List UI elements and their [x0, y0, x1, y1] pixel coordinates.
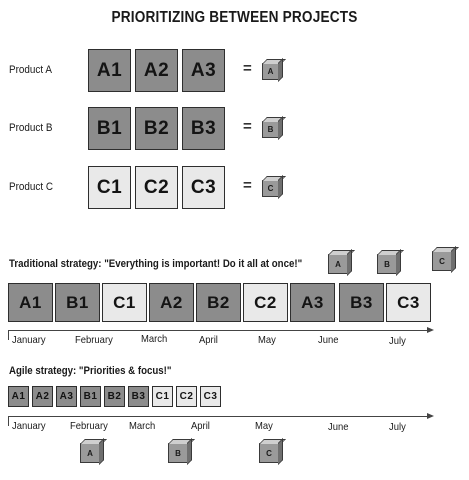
page-title: PRIORITIZING BETWEEN PROJECTS [111, 9, 358, 26]
product-b-tile-3: B3 [182, 107, 225, 150]
product-c-tile-1: C1 [88, 166, 131, 209]
agile-month-june: June [328, 421, 349, 433]
traditional-month-july: July [389, 335, 406, 347]
traditional-month-february: February [75, 334, 113, 346]
product-b-tile-1: B1 [88, 107, 131, 150]
traditional-strategy-heading: Traditional strategy: "Everything is imp… [9, 258, 303, 270]
product-a-tile-2: A2 [135, 49, 178, 92]
product-a-equals: = [243, 60, 252, 77]
agile-tile-9: C3 [200, 386, 221, 407]
product-a-tile-3: A3 [182, 49, 225, 92]
agile-result-cube-b: B [168, 443, 188, 463]
traditional-tile-4: A2 [149, 283, 194, 322]
agile-tile-1: A1 [8, 386, 29, 407]
traditional-tile-9: C3 [386, 283, 431, 322]
traditional-timeline-axis [8, 330, 428, 331]
product-b-tile-2: B2 [135, 107, 178, 150]
agile-tile-3: A3 [56, 386, 77, 407]
agile-month-january: January [12, 420, 46, 432]
traditional-result-cube-a: A [328, 254, 348, 274]
traditional-tile-7: A3 [290, 283, 335, 322]
traditional-month-march: March [141, 333, 168, 345]
traditional-month-january: January [12, 334, 46, 346]
product-c-tile-2: C2 [135, 166, 178, 209]
agile-tile-7: C1 [152, 386, 173, 407]
traditional-tile-2: B1 [55, 283, 100, 322]
product-c-label: Product C [9, 181, 54, 193]
traditional-tile-5: B2 [196, 283, 241, 322]
product-c-tile-3: C3 [182, 166, 225, 209]
agile-tile-6: B3 [128, 386, 149, 407]
traditional-timeline-arrow-icon [427, 327, 434, 333]
product-b-label: Product B [9, 122, 53, 134]
traditional-tile-3: C1 [102, 283, 147, 322]
traditional-tile-6: C2 [243, 283, 288, 322]
agile-result-cube-c: C [259, 443, 279, 463]
agile-month-may: May [255, 420, 273, 432]
agile-tile-5: B2 [104, 386, 125, 407]
agile-tile-2: A2 [32, 386, 53, 407]
traditional-tile-1: A1 [8, 283, 53, 322]
traditional-result-cube-c: C [432, 251, 452, 271]
agile-timeline-axis [8, 416, 428, 417]
agile-month-april: April [191, 420, 210, 432]
product-a-label: Product A [9, 64, 52, 76]
agile-timeline-arrow-icon [427, 413, 434, 419]
traditional-timeline-start-tick [8, 330, 9, 340]
agile-tile-4: B1 [80, 386, 101, 407]
agile-month-march: March [129, 420, 156, 432]
agile-strategy-heading: Agile strategy: "Priorities & focus!" [9, 365, 172, 377]
product-c-result-cube: C [262, 180, 279, 197]
traditional-month-june: June [318, 334, 339, 346]
agile-timeline-start-tick [8, 416, 9, 426]
product-b-equals: = [243, 118, 252, 135]
traditional-month-may: May [258, 334, 276, 346]
product-b-result-cube: B [262, 121, 279, 138]
agile-result-cube-a: A [80, 443, 100, 463]
agile-month-february: February [70, 420, 108, 432]
product-c-equals: = [243, 177, 252, 194]
product-a-result-cube: A [262, 63, 279, 80]
agile-tile-8: C2 [176, 386, 197, 407]
agile-month-july: July [389, 421, 406, 433]
traditional-result-cube-b: B [377, 254, 397, 274]
traditional-tile-8: B3 [339, 283, 384, 322]
product-a-tile-1: A1 [88, 49, 131, 92]
traditional-month-april: April [199, 334, 218, 346]
